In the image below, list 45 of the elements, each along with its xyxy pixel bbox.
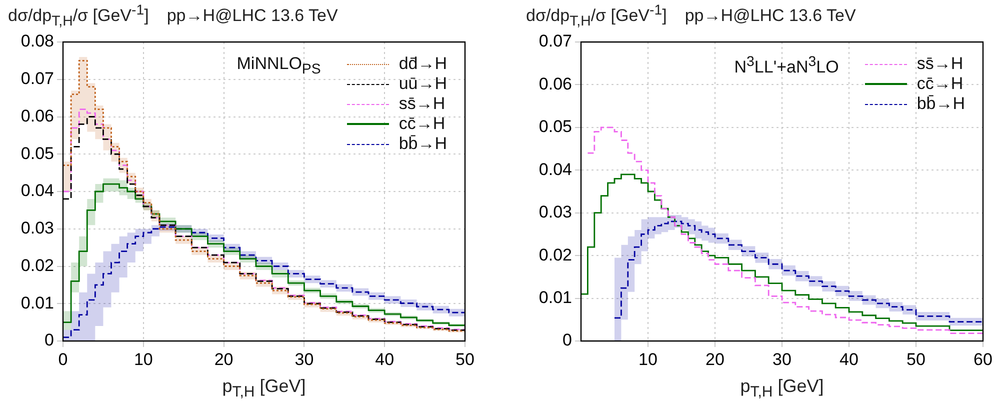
y-tick-label: 0.04 xyxy=(538,160,572,179)
y-tick-label: 0.03 xyxy=(538,202,572,222)
y-tick-label: 0.01 xyxy=(20,293,54,312)
chart-title: pp→H@LHC 13.6 TeV xyxy=(166,6,338,25)
x-tick-label: 20 xyxy=(214,350,234,369)
legend-label: cc̄→H xyxy=(398,114,446,134)
y-axis-title: dσ/dp$_{T,H}$/σ [GeV$^{-1}$] xyxy=(526,2,667,30)
x-axis-title: p$_{T,H}$ [GeV] xyxy=(740,376,824,401)
y-tick-label: 0.08 xyxy=(20,32,54,51)
y-tick-label: 0 xyxy=(44,330,54,350)
legend-label: bb̄→H xyxy=(916,94,965,114)
y-axis-title: dσ/dp$_{T,H}$/σ [GeV$^{-1}$] xyxy=(8,2,149,30)
x-tick-label: 50 xyxy=(906,350,926,369)
legend-title: N$^{3}$LL'+aN$^{3}$LO xyxy=(734,54,839,78)
y-tick-label: 0.06 xyxy=(20,106,54,126)
y-tick-label: 0.05 xyxy=(538,117,572,136)
legend-label: uū→H xyxy=(398,74,447,94)
y-tick-label: 0.05 xyxy=(20,144,54,163)
legend-label: cc̄→H xyxy=(916,74,964,94)
legend-title: MiNNLO$_{PS}$ xyxy=(236,54,321,78)
y-tick-label: 0.07 xyxy=(20,69,54,88)
x-tick-label: 20 xyxy=(706,350,724,369)
x-tick-label: 50 xyxy=(456,350,474,369)
x-tick-label: 40 xyxy=(375,350,394,369)
legend-label: ss̄→H xyxy=(916,54,964,74)
y-tick-label: 0.01 xyxy=(538,288,572,307)
x-tick-label: 30 xyxy=(772,350,792,369)
y-tick-label: 0.03 xyxy=(20,218,54,238)
legend-label: bb̄→H xyxy=(398,134,447,154)
y-tick-label: 0.02 xyxy=(20,256,54,275)
y-tick-label: 0.04 xyxy=(20,181,54,200)
x-axis-title: p$_{T,H}$ [GeV] xyxy=(222,376,306,401)
x-tick-label: 10 xyxy=(638,350,658,369)
x-tick-label: 10 xyxy=(134,350,153,369)
y-tick-label: 0 xyxy=(562,330,572,350)
x-tick-label: 60 xyxy=(974,350,992,369)
y-tick-label: 0.02 xyxy=(538,245,572,264)
y-tick-label: 0.07 xyxy=(538,32,572,51)
y-tick-label: 0.06 xyxy=(538,74,572,94)
chart-title: pp→H@LHC 13.6 TeV xyxy=(684,6,856,25)
x-tick-label: 0 xyxy=(58,350,68,369)
legend-label: dd̄→H xyxy=(398,54,447,74)
x-tick-label: 30 xyxy=(294,350,314,369)
legend-label: ss̄→H xyxy=(398,94,446,114)
x-tick-label: 40 xyxy=(840,350,858,369)
